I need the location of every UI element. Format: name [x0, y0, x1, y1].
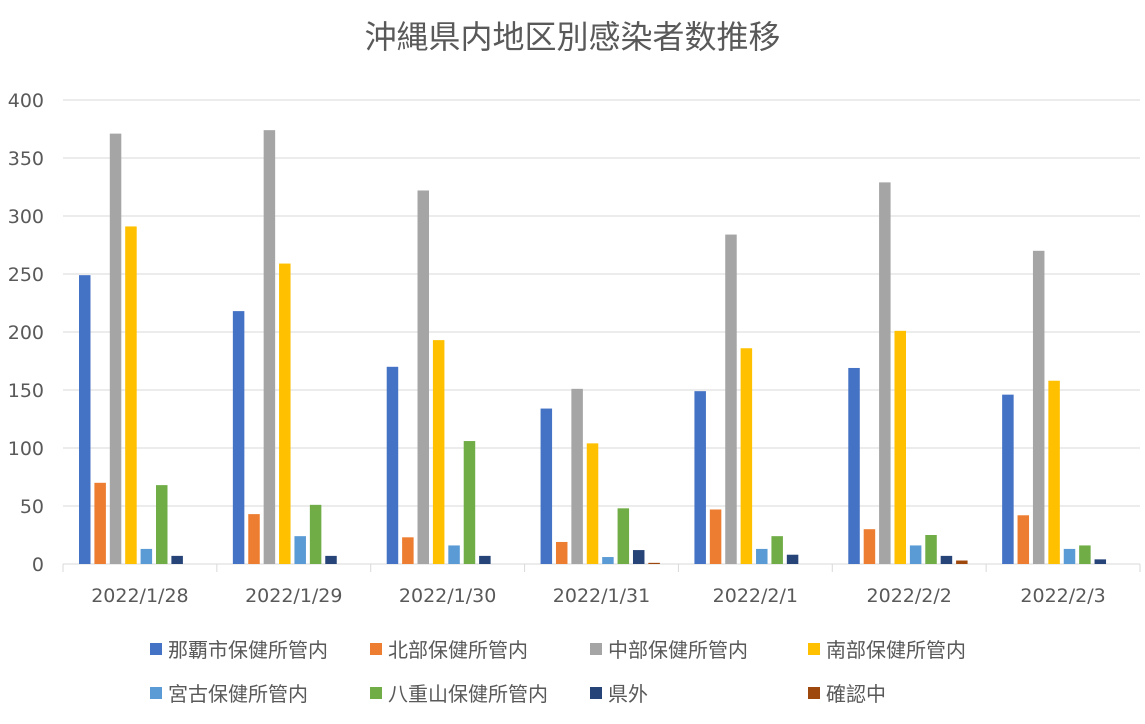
bar [771, 536, 783, 564]
legend-swatch [150, 686, 162, 699]
bar [125, 226, 137, 564]
bar [402, 537, 414, 564]
bar [786, 554, 799, 564]
legend-item: 南部保健所管内 [808, 634, 966, 663]
y-tick-label: 150 [8, 380, 44, 402]
legend-swatch [590, 686, 602, 699]
y-tick-label: 100 [8, 438, 44, 460]
bar [294, 536, 306, 564]
bar [879, 182, 891, 565]
x-tick-label: 2022/1/28 [91, 585, 188, 607]
bar [171, 555, 183, 564]
bar [94, 482, 106, 564]
bar [463, 441, 476, 564]
bar [448, 545, 460, 564]
bar [940, 555, 953, 564]
legend-item: 那覇市保健所管内 [150, 634, 328, 663]
legend-label: 八重山保健所管内 [388, 682, 548, 706]
bar [709, 509, 722, 564]
bar [1048, 380, 1060, 564]
legend-label: 県外 [608, 682, 648, 706]
legend-label: 那覇市保健所管内 [168, 638, 328, 662]
bar [1032, 250, 1045, 565]
bar [925, 535, 937, 564]
bar [140, 548, 153, 564]
legend-item: 県外 [590, 678, 648, 707]
bar [740, 348, 753, 564]
bar [309, 504, 322, 564]
x-tick-label: 2022/2/3 [1020, 585, 1105, 607]
bar [1002, 394, 1014, 564]
bar [279, 263, 291, 564]
y-tick-label: 0 [32, 554, 44, 576]
bar [602, 557, 614, 564]
bar [956, 560, 968, 564]
bar [571, 388, 583, 564]
x-tick-label: 2022/2/2 [867, 585, 952, 607]
bar [432, 340, 445, 564]
bar [648, 562, 660, 564]
bar [1017, 515, 1030, 564]
legend-swatch [808, 686, 820, 699]
legend-swatch [370, 686, 382, 699]
y-tick-label: 400 [8, 90, 44, 112]
bar [386, 366, 399, 564]
legend-swatch [808, 642, 820, 655]
bar [79, 275, 91, 564]
bar-chart: 0 50 100 150 200 250 300 350 400 2022/1/28 2022/1/… [8, 90, 1141, 607]
bar [555, 541, 568, 564]
legend-item: 八重山保健所管内 [370, 678, 548, 707]
bar [909, 545, 922, 564]
bar [325, 555, 337, 564]
bar [109, 133, 122, 564]
legend-label: 確認中 [826, 682, 886, 706]
bar [756, 548, 768, 564]
y-tick-label: 250 [8, 264, 44, 286]
legend-swatch [370, 642, 382, 655]
bar [1094, 559, 1107, 564]
bar [1063, 548, 1076, 564]
legend-swatch [590, 642, 602, 655]
bar [540, 408, 553, 564]
bar [617, 508, 630, 564]
x-tick-label: 2022/1/29 [245, 585, 342, 607]
bar [417, 190, 430, 565]
legend-item: 宮古保健所管内 [150, 678, 308, 707]
bar [894, 330, 906, 564]
bar [1079, 545, 1091, 564]
y-tick-label: 200 [8, 322, 44, 344]
bar [848, 367, 860, 564]
legend-label: 北部保健所管内 [388, 638, 528, 662]
bar [479, 555, 491, 564]
legend-label: 中部保健所管内 [608, 638, 748, 662]
legend-item: 中部保健所管内 [590, 634, 748, 663]
y-tick-label: 50 [20, 496, 44, 518]
legend-swatch [150, 642, 162, 655]
legend-label: 南部保健所管内 [826, 638, 966, 662]
bar [725, 234, 737, 564]
y-tick-label: 300 [8, 206, 44, 228]
bar [232, 311, 245, 564]
bar [263, 130, 276, 564]
bar [863, 529, 876, 564]
x-tick-label: 2022/1/31 [553, 585, 650, 607]
x-tick-label: 2022/2/1 [713, 585, 798, 607]
legend-item: 北部保健所管内 [370, 634, 528, 663]
legend-label: 宮古保健所管内 [168, 682, 308, 706]
x-tick-label: 2022/1/30 [399, 585, 496, 607]
bar [632, 550, 645, 564]
chart-title: 沖縄県内地区別感染者数推移 [364, 18, 781, 56]
bar [586, 443, 599, 564]
bar [694, 391, 706, 564]
legend-item: 確認中 [808, 678, 886, 707]
y-tick-label: 350 [8, 148, 44, 170]
bar [248, 514, 260, 564]
bar [156, 485, 168, 564]
